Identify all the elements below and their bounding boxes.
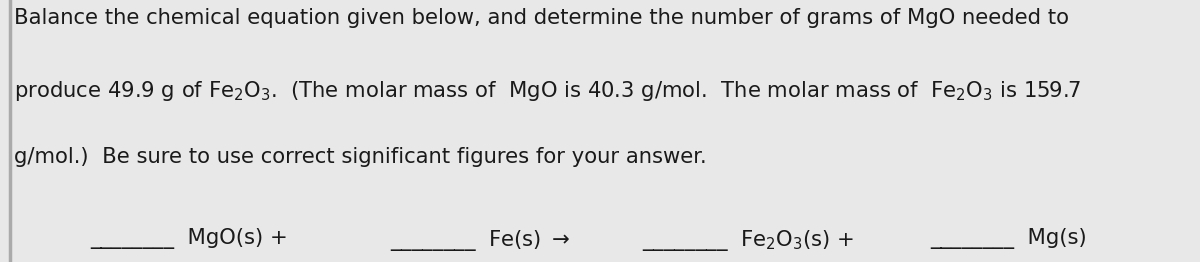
Text: Balance the chemical equation given below, and determine the number of grams of : Balance the chemical equation given belo… [14, 8, 1069, 28]
Text: produce 49.9 g of Fe$_2$O$_3$.  (The molar mass of  MgO is 40.3 g/mol.  The mola: produce 49.9 g of Fe$_2$O$_3$. (The mola… [14, 79, 1081, 103]
Text: ________  MgO(s) +: ________ MgO(s) + [90, 228, 288, 249]
Text: g/mol.)  Be sure to use correct significant figures for your answer.: g/mol.) Be sure to use correct significa… [14, 147, 707, 167]
Text: ________  Mg(s): ________ Mg(s) [930, 228, 1087, 249]
Text: ________  Fe(s) $\rightarrow$: ________ Fe(s) $\rightarrow$ [390, 228, 570, 253]
Text: ________  Fe$_2$O$_3$(s) +: ________ Fe$_2$O$_3$(s) + [642, 228, 854, 253]
